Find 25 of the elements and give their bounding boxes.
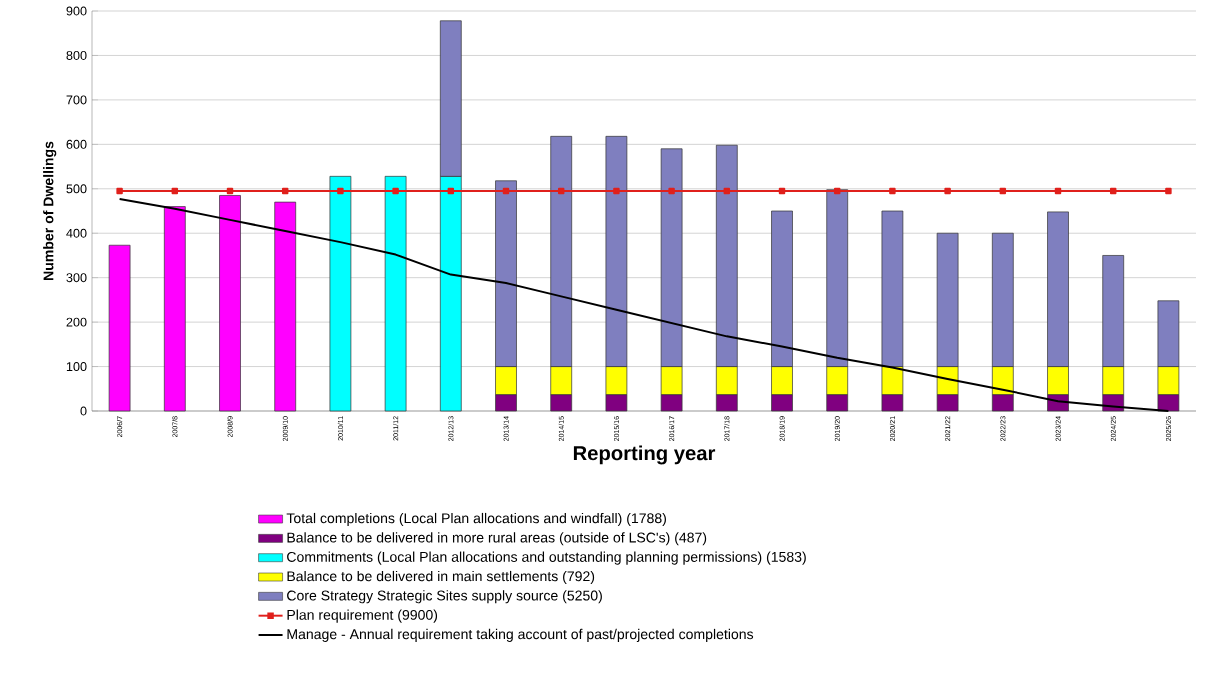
y-tick-label: 200 — [66, 317, 87, 327]
bar — [219, 195, 241, 412]
y-tick-label: 800 — [66, 50, 87, 60]
y-tick-label: 900 — [66, 6, 87, 16]
legend-label: Balance to be delivered in main settlements (792) — [287, 570, 595, 584]
y-tick-label: 600 — [66, 139, 87, 149]
legend-label: Core Strategy Strategic Sites supply source (5250) — [287, 590, 602, 604]
legend-label: Total completions (Local Plan allocations and windfall) (1788) — [286, 512, 666, 527]
y-tick-label: 100 — [66, 362, 87, 372]
bar — [163, 206, 186, 412]
y-axis-title: Number of Dwellings — [43, 141, 57, 280]
bar — [329, 175, 352, 412]
legend-label: Manage - Annual requirement taking account of past/projected completions — [287, 628, 754, 642]
bar — [384, 175, 407, 412]
y-tick-label: 0 — [80, 406, 87, 416]
legend-label: Commitments (Local Plan allocations and outstanding planning permissions) (1583) — [287, 551, 806, 565]
y-tick-label: 500 — [66, 184, 87, 194]
bar — [108, 244, 131, 412]
legend-label: Plan requirement (9900) — [287, 609, 438, 623]
y-tick-label: 700 — [66, 95, 87, 105]
bar — [274, 201, 297, 412]
y-tick-label: 400 — [66, 228, 87, 238]
x-axis-title: Reporting year — [573, 445, 716, 465]
y-tick-label: 300 — [66, 273, 87, 283]
legend-label: Balance to be delivered in more rural areas (outside of LSC's) (487) — [287, 532, 707, 546]
